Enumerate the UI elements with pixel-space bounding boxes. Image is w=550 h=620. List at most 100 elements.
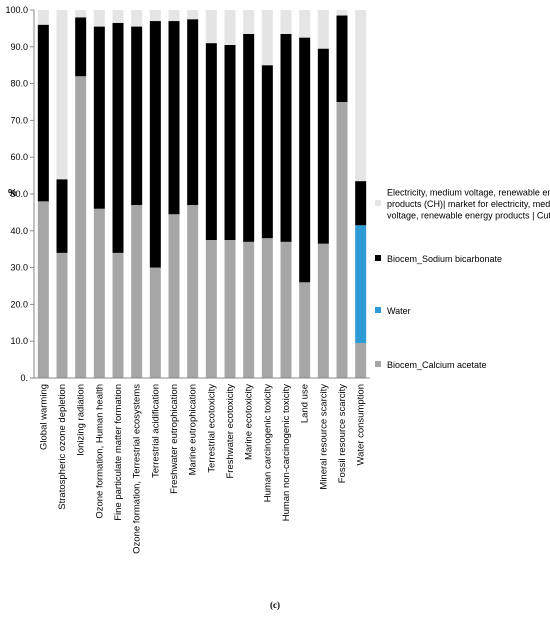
bar-segment	[56, 179, 68, 253]
bar-segment	[243, 241, 255, 378]
bar-segment	[355, 181, 367, 226]
x-tick-label: Water consumption	[356, 384, 367, 466]
bar-segment	[243, 33, 255, 242]
legend-swatch	[375, 200, 381, 206]
x-tick-label: Freshwater ecotoxicity	[225, 384, 236, 479]
x-tick-label: Freshwater eutrophication	[169, 384, 180, 494]
x-tick-label: Marine ecotoxicity	[244, 384, 255, 460]
bar-segment	[75, 76, 87, 379]
y-axis: 0. 10.0 20.0 30.0 40.0 50.0 60.0 70.0 80.0 90.0 10…	[5, 5, 35, 383]
y-tick-label: 50.0	[10, 189, 28, 199]
legend-swatch	[375, 307, 381, 313]
bar-segment	[299, 282, 311, 378]
bar-segment	[131, 205, 143, 378]
bar-segment	[37, 201, 49, 378]
stacked-bar-chart: 0. 10.0 20.0 30.0 40.0 50.0 60.0 70.0 80.0 90.0 10…	[5, 5, 550, 554]
bar-segment	[355, 225, 367, 344]
x-tick-label: Ozone formation, Terrestrial ecosystems	[132, 384, 143, 554]
bar-segment	[205, 43, 217, 241]
bar-segment	[149, 10, 161, 22]
x-tick-label: Land use	[300, 384, 311, 423]
x-tick-label: Marine eutrophication	[188, 384, 199, 475]
bar-segment	[75, 10, 87, 18]
bar-segment	[205, 240, 217, 378]
bar-segment	[224, 10, 236, 45]
y-tick-label: 90.0	[10, 42, 28, 52]
bar-segment	[112, 252, 124, 378]
bar-segment	[355, 10, 367, 182]
bar-segment	[336, 15, 348, 102]
bar-segment	[261, 238, 273, 378]
legend-label: Biocem_Calcium acetate	[387, 360, 487, 370]
bar-segment	[355, 343, 367, 378]
legend: Electricity, medium voltage, renewable e…	[375, 188, 550, 370]
bar-segment	[224, 240, 236, 378]
bar-segment	[131, 26, 143, 206]
x-tick-label: Human carcinogenic toxicity	[262, 384, 273, 503]
x-tick-label: Ozone formation, Human health	[94, 384, 105, 519]
bar-segment	[205, 10, 217, 44]
x-tick-label: Ionizing radiation	[76, 384, 87, 456]
y-tick-label: 100.0	[5, 5, 28, 15]
x-tick-label: Human non-carcinogenic toxicity	[281, 384, 292, 522]
x-tick-label: Fossil resource scarcity	[337, 384, 348, 483]
legend-swatch	[375, 255, 381, 261]
bar-segment	[187, 10, 199, 20]
y-tick-label: 20.0	[10, 299, 28, 309]
x-axis-tick-labels: Global warming Stratospheric ozone deplet…	[38, 384, 366, 554]
bar-segment	[317, 48, 329, 244]
bar-segment	[317, 10, 329, 49]
bar-segment	[243, 10, 255, 34]
bar-segment	[299, 37, 311, 283]
bar-segment	[336, 10, 348, 16]
y-tick-label: 10.0	[10, 336, 28, 346]
bar-segment	[93, 208, 105, 378]
bar-segment	[168, 10, 180, 22]
bar-segment	[280, 33, 292, 242]
y-tick-label: 80.0	[10, 79, 28, 89]
x-tick-label: Terrestrial acidification	[150, 384, 161, 478]
bar-segment	[187, 205, 199, 378]
bar-segment	[224, 44, 236, 241]
legend-label: Electricity, medium voltage, renewable e…	[387, 188, 550, 198]
bars	[37, 10, 367, 379]
bar-segment	[280, 10, 292, 34]
legend-label: Biocem_Sodium bicarbonate	[387, 254, 502, 264]
bar-segment	[168, 21, 180, 215]
figure-caption: (c)	[270, 600, 280, 610]
x-tick-label: Fine particulate matter formation	[113, 384, 124, 521]
y-tick-label: 30.0	[10, 263, 28, 273]
bar-segment	[131, 10, 143, 27]
bar-segment	[149, 267, 161, 378]
x-tick-label: Mineral resource scarcity	[318, 384, 329, 490]
legend-label: products (CH)| market for electricity, m…	[387, 199, 550, 209]
bar-segment	[168, 214, 180, 378]
bar-segment	[112, 22, 124, 253]
bar-segment	[261, 65, 273, 239]
bar-segment	[336, 102, 348, 378]
bar-segment	[299, 10, 311, 38]
x-tick-label: Global warming	[38, 384, 49, 450]
bar-segment	[280, 241, 292, 378]
x-tick-label: Stratospheric ozone depletion	[57, 384, 68, 510]
bar-segment	[317, 243, 329, 378]
bar-segment	[261, 10, 273, 66]
bar-segment	[56, 10, 68, 180]
y-tick-label: 60.0	[10, 152, 28, 162]
bar-segment	[112, 10, 124, 23]
bar-segment	[75, 17, 87, 77]
bar-segment	[93, 26, 105, 209]
y-tick-label: 40.0	[10, 226, 28, 236]
legend-label: Water	[387, 306, 411, 316]
bar-segment	[93, 10, 105, 27]
y-tick-label: 70.0	[10, 115, 28, 125]
bar-segment	[56, 252, 68, 378]
bar-segment	[187, 19, 199, 206]
bar-segment	[37, 10, 49, 25]
bar-segment	[149, 21, 161, 268]
bar-segment	[37, 24, 49, 202]
y-tick-label: 0.	[20, 373, 28, 383]
x-tick-label: Terrestrial ecotoxicity	[206, 384, 217, 473]
legend-swatch	[375, 361, 381, 367]
y-axis-label: %	[8, 188, 17, 199]
